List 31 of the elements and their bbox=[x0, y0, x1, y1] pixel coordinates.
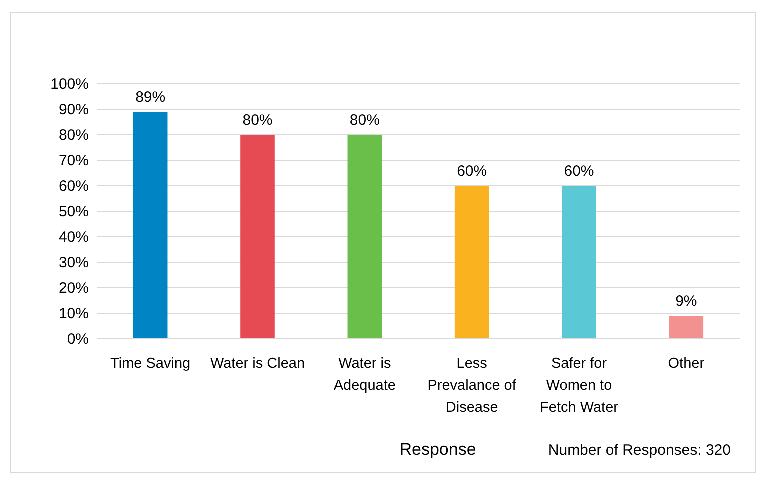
data-label: 60% bbox=[564, 163, 594, 180]
text: Number of Responses: 320 bbox=[548, 442, 731, 459]
y-tick-label: 60% bbox=[58, 178, 89, 195]
x-tick-label: Other bbox=[668, 356, 705, 372]
x-axis-title: Response bbox=[400, 440, 476, 459]
bar bbox=[562, 186, 596, 339]
bar bbox=[454, 186, 490, 339]
data-label: 60% bbox=[457, 163, 488, 180]
y-tick-label: 40% bbox=[58, 228, 89, 246]
bar bbox=[669, 316, 704, 339]
y-tick-label: 80% bbox=[58, 126, 89, 144]
data-label: 89% bbox=[136, 89, 166, 106]
data-label: 9% bbox=[676, 293, 698, 310]
x-tick-label: Safer for Women to Fetch Water bbox=[540, 356, 619, 416]
y-tick-label: 0% bbox=[67, 330, 89, 348]
y-tick-label: 100% bbox=[50, 76, 89, 93]
x-tick-label: Water is Clean bbox=[210, 356, 306, 372]
y-tick-label: 70% bbox=[58, 152, 89, 170]
y-tick-label: 20% bbox=[58, 280, 89, 297]
y-tick-label: 50% bbox=[58, 203, 89, 220]
y-tick-label: 10% bbox=[58, 305, 89, 322]
bar bbox=[240, 135, 275, 339]
data-label: 80% bbox=[242, 112, 273, 129]
y-tick-label: 90% bbox=[58, 101, 89, 118]
x-tick-label: Water is Adequate bbox=[334, 356, 396, 394]
bar bbox=[133, 112, 168, 339]
data-label: 80% bbox=[350, 112, 380, 129]
bar bbox=[348, 135, 382, 339]
x-tick-label: Less Prevalance of Disease bbox=[428, 356, 518, 416]
x-tick-label: Time Saving bbox=[110, 356, 191, 372]
y-tick-label: 30% bbox=[58, 254, 89, 272]
